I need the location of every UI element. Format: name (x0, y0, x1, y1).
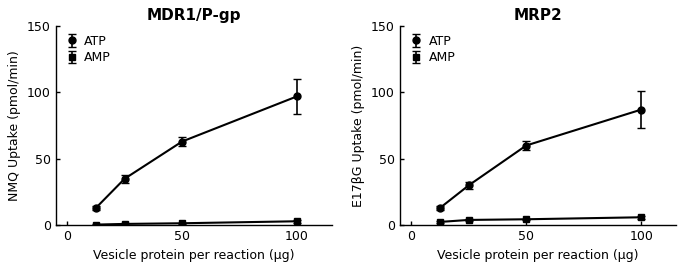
X-axis label: Vesicle protein per reaction (μg): Vesicle protein per reaction (μg) (93, 249, 294, 262)
Y-axis label: NMQ Uptake (pmol/min): NMQ Uptake (pmol/min) (8, 50, 21, 201)
Legend: ATP, AMP: ATP, AMP (62, 32, 114, 67)
Title: MRP2: MRP2 (513, 8, 562, 23)
Legend: ATP, AMP: ATP, AMP (406, 32, 458, 67)
Y-axis label: E17βG Uptake (pmol/min): E17βG Uptake (pmol/min) (352, 45, 365, 207)
Title: MDR1/P-gp: MDR1/P-gp (146, 8, 241, 23)
X-axis label: Vesicle protein per reaction (μg): Vesicle protein per reaction (μg) (437, 249, 638, 262)
